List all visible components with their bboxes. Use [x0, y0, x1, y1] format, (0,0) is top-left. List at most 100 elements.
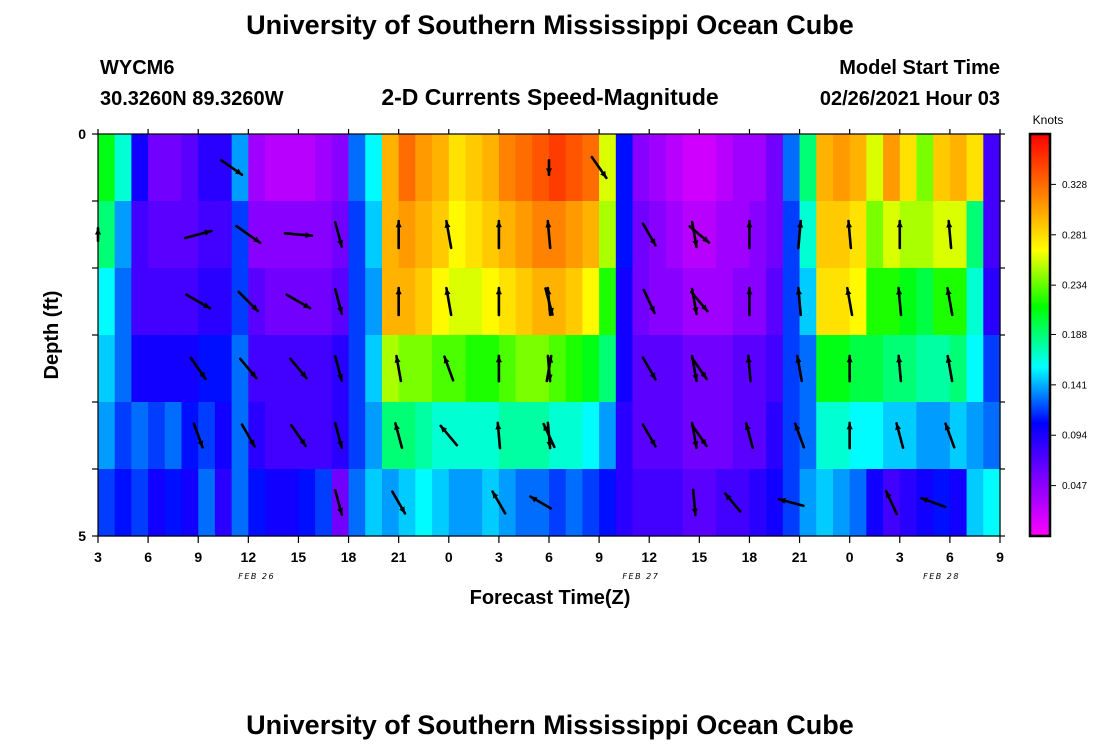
heat-cell — [498, 402, 517, 470]
current-arrow — [495, 354, 502, 383]
heat-cell — [849, 134, 867, 202]
heat-cell — [298, 335, 316, 403]
x-tick-label: 21 — [391, 549, 407, 565]
current-arrow — [546, 421, 553, 450]
current-arrow — [333, 422, 344, 449]
heat-cell — [565, 134, 583, 202]
heat-cell — [699, 335, 717, 403]
colorbar-tick-label: 0.094 — [1062, 431, 1087, 442]
heat-cell — [732, 469, 751, 537]
heat-cell — [665, 335, 684, 403]
heat-cell — [632, 335, 650, 403]
heat-cell — [716, 402, 734, 470]
colorbar-tick-label: 0.141 — [1062, 380, 1087, 391]
current-arrow — [723, 492, 742, 513]
heat-cell — [632, 268, 650, 336]
heat-cell — [532, 402, 550, 470]
heat-cell — [649, 335, 667, 403]
heat-cell — [732, 268, 751, 336]
current-arrow — [884, 489, 899, 516]
current-arrow — [690, 421, 699, 450]
station-coords: 30.3260N 89.3260W — [100, 88, 284, 110]
heat-cell — [348, 134, 366, 202]
heat-cell — [816, 335, 834, 403]
heat-cell — [916, 134, 934, 202]
heat-cell — [899, 268, 918, 336]
heat-cell — [248, 134, 266, 202]
colorbar-tick-label: 0.047 — [1062, 481, 1087, 492]
heat-cell — [716, 134, 734, 202]
heat-cell — [966, 134, 984, 202]
heat-cell — [315, 201, 333, 269]
current-arrow — [896, 286, 903, 317]
current-arrow — [690, 220, 699, 249]
current-arrow — [746, 286, 753, 317]
heat-cell — [498, 335, 517, 403]
heat-cell — [381, 201, 400, 269]
current-arrow — [746, 219, 753, 250]
heat-cell — [849, 201, 867, 269]
heat-cell — [214, 469, 233, 537]
heat-cell — [265, 201, 283, 269]
heat-cell — [398, 402, 416, 470]
current-arrow — [545, 159, 553, 176]
heat-cell — [599, 201, 617, 269]
heat-cell — [515, 469, 533, 537]
colorbar-unit: Knots — [1033, 113, 1064, 127]
heat-cell — [381, 335, 400, 403]
heat-cell — [315, 469, 333, 537]
current-arrow — [333, 355, 344, 382]
heat-cell — [515, 268, 533, 336]
heat-cell — [482, 469, 500, 537]
heat-cell — [515, 402, 533, 470]
heat-cell — [398, 268, 416, 336]
station-id: WYCM6 — [100, 57, 175, 79]
heat-cell — [164, 268, 183, 336]
x-tick-label: 9 — [194, 549, 202, 565]
heat-cell — [298, 469, 316, 537]
heat-cell — [315, 134, 333, 202]
current-arrow — [690, 423, 708, 448]
heat-cell — [933, 134, 951, 202]
heat-cell — [482, 134, 500, 202]
colorbar-tick-label: 0.188 — [1062, 330, 1087, 341]
heat-cell — [549, 402, 567, 470]
heat-cell — [265, 268, 283, 336]
heat-cell — [549, 268, 567, 336]
y-tick-label: 0 — [78, 126, 86, 142]
heat-cell — [615, 268, 634, 336]
heat-cell — [682, 134, 700, 202]
heat-cell — [281, 268, 300, 336]
current-arrow — [795, 354, 804, 383]
heat-cell — [198, 335, 216, 403]
heat-cell — [599, 268, 617, 336]
y-axis: 05 — [78, 126, 1005, 544]
heat-cell — [766, 201, 784, 269]
heat-cell — [148, 268, 166, 336]
current-arrow — [795, 286, 803, 317]
heat-cell — [515, 335, 533, 403]
heat-cell — [832, 201, 851, 269]
heat-cell — [348, 335, 366, 403]
heat-cell — [866, 201, 884, 269]
heat-cell — [498, 268, 517, 336]
heat-cell — [415, 335, 433, 403]
x-tick-label: 15 — [291, 549, 307, 565]
heat-cell — [832, 469, 851, 537]
heat-cell — [248, 335, 266, 403]
heat-cell — [348, 201, 366, 269]
heat-cell — [415, 134, 433, 202]
heatmap-cells — [98, 134, 1001, 537]
heat-cell — [816, 268, 834, 336]
heat-cell — [198, 268, 216, 336]
x-tick-label: 6 — [545, 549, 553, 565]
heat-cell — [482, 402, 500, 470]
date-label: FEB 27 — [622, 572, 659, 581]
current-arrow — [846, 421, 853, 450]
x-tick-label: 21 — [792, 549, 808, 565]
heat-cell — [465, 469, 483, 537]
current-arrow — [439, 424, 459, 447]
heat-cell — [331, 469, 350, 537]
heat-cell — [966, 335, 984, 403]
heat-cell — [281, 469, 300, 537]
